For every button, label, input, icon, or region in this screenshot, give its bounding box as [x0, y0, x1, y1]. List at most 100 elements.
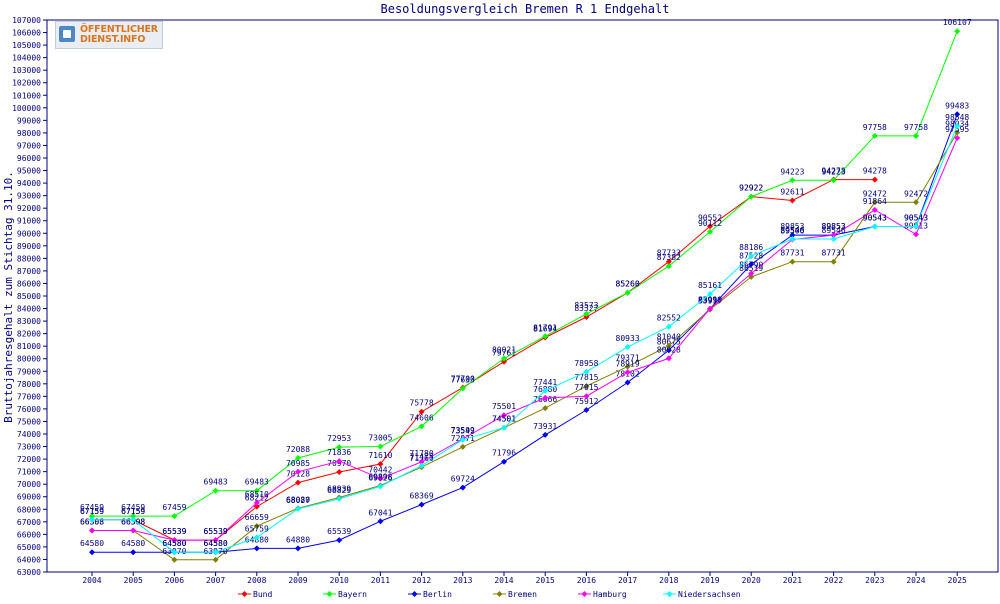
data-label-berlin: 80675	[657, 337, 681, 346]
x-tick-label: 2007	[206, 576, 225, 585]
data-label-berlin: 67041	[368, 508, 392, 517]
data-label-bayern: 72953	[327, 434, 351, 443]
data-point-berlin	[295, 545, 301, 552]
data-point-hamburg	[418, 458, 425, 465]
data-label-berlin: 64580	[80, 539, 104, 548]
data-point-bund	[665, 258, 672, 265]
data-label-niedersachsen: 65759	[245, 524, 269, 533]
data-label-niedersachsen: 69826	[368, 473, 392, 482]
data-point-berlin	[789, 232, 796, 239]
x-tick-label: 2024	[906, 576, 925, 585]
data-label-bund: 94278	[863, 167, 887, 176]
data-point-bayern	[913, 132, 919, 139]
data-label-berlin: 68369	[410, 492, 434, 501]
y-tick-label: 104000	[12, 54, 41, 63]
data-point-bremen	[665, 342, 672, 349]
x-tick-label: 2008	[247, 576, 266, 585]
data-label-bund: 83327	[574, 304, 598, 313]
data-point-bund	[583, 314, 590, 320]
data-label-bund: 87733	[657, 249, 681, 258]
data-point-hamburg	[295, 468, 301, 475]
y-tick-label: 88000	[17, 254, 41, 263]
y-tick-label: 86000	[17, 279, 41, 288]
data-point-bayern	[665, 263, 672, 270]
y-tick-label: 91000	[17, 217, 41, 226]
data-point-berlin	[130, 549, 137, 556]
data-point-berlin	[583, 407, 590, 413]
data-label-bund: 94278	[822, 167, 846, 176]
data-point-berlin	[542, 431, 549, 438]
data-point-bayern	[624, 289, 631, 296]
y-tick-label: 77000	[17, 392, 41, 401]
data-point-hamburg	[707, 305, 713, 312]
data-point-hamburg	[871, 206, 878, 213]
y-tick-label: 70000	[17, 480, 41, 489]
data-point-bremen	[954, 129, 961, 136]
logo-wordmark: ÖFFENTLICHER DIENST.INFO	[80, 24, 158, 45]
data-point-berlin	[459, 484, 466, 491]
x-tick-label: 2012	[412, 576, 431, 585]
data-point-bayern	[830, 177, 837, 184]
data-point-hamburg	[89, 527, 95, 534]
data-label-niedersachsen: 64580	[204, 539, 228, 548]
data-label-berlin: 65539	[327, 527, 351, 536]
data-label-hamburg: 83990	[698, 296, 722, 305]
data-label-hamburg: 70985	[286, 459, 310, 468]
y-tick-label: 93000	[17, 192, 41, 201]
legend-label-bayern: Bayern	[338, 590, 367, 599]
data-label-bayern: 90112	[698, 219, 722, 228]
data-point-niedersachsen	[583, 368, 590, 375]
plot-frame	[46, 19, 999, 573]
data-point-niedersachsen	[542, 387, 549, 394]
data-point-niedersachsen	[871, 223, 878, 230]
data-point-bremen	[253, 523, 260, 530]
data-label-niedersachsen: 88186	[739, 243, 763, 252]
y-tick-label: 107000	[12, 16, 41, 25]
x-tick-label: 2020	[742, 576, 761, 585]
chart-title: Besoldungsvergleich Bremen R 1 Endgehalt	[381, 2, 670, 16]
data-label-berlin: 73931	[533, 422, 557, 431]
data-label-bund: 92922	[739, 184, 763, 193]
y-tick-label: 76000	[17, 405, 41, 414]
y-tick-label: 74000	[17, 430, 41, 439]
data-point-hamburg	[913, 231, 919, 238]
data-point-berlin	[954, 111, 961, 118]
data-point-bayern	[212, 487, 219, 494]
data-point-niedersachsen	[253, 534, 260, 541]
x-tick-label: 2014	[494, 576, 513, 585]
data-point-bayern	[89, 513, 95, 520]
data-label-hamburg: 73599	[451, 426, 475, 435]
data-point-bayern	[707, 228, 713, 235]
data-label-berlin: 99483	[945, 101, 969, 110]
x-tick-label: 2011	[371, 576, 390, 585]
data-point-hamburg	[212, 537, 219, 544]
y-tick-label: 68000	[17, 505, 41, 514]
data-point-bund	[707, 223, 713, 230]
data-label-bayern: 97758	[904, 123, 928, 132]
data-point-hamburg	[130, 527, 137, 534]
x-tick-label: 2019	[700, 576, 719, 585]
data-point-bremen	[459, 443, 466, 450]
data-point-bayern	[748, 193, 755, 200]
y-tick-label: 79000	[17, 367, 41, 376]
data-label-niedersachsen: 73542	[451, 427, 475, 436]
data-label-bremen: 83917	[698, 297, 722, 306]
data-label-hamburg: 65539	[162, 527, 186, 536]
data-point-hamburg	[748, 270, 755, 277]
data-label-hamburg: 77015	[574, 383, 598, 392]
data-label-berlin: 89853	[780, 222, 804, 231]
y-tick-label: 82000	[17, 330, 41, 339]
data-label-bayern: 69483	[204, 478, 228, 487]
y-tick-label: 101000	[12, 91, 41, 100]
data-point-bayern	[459, 385, 466, 392]
legend-label-niedersachsen: Niedersachsen	[678, 590, 741, 599]
data-point-hamburg	[377, 475, 384, 482]
data-point-niedersachsen	[789, 236, 796, 242]
data-label-niedersachsen: 98548	[945, 113, 969, 122]
data-point-hamburg	[665, 355, 672, 362]
y-tick-label: 71000	[17, 468, 41, 477]
y-tick-label: 85000	[17, 292, 41, 301]
data-point-bund	[789, 197, 796, 204]
data-point-bayern	[871, 132, 878, 139]
data-label-hamburg: 70442	[368, 466, 392, 475]
